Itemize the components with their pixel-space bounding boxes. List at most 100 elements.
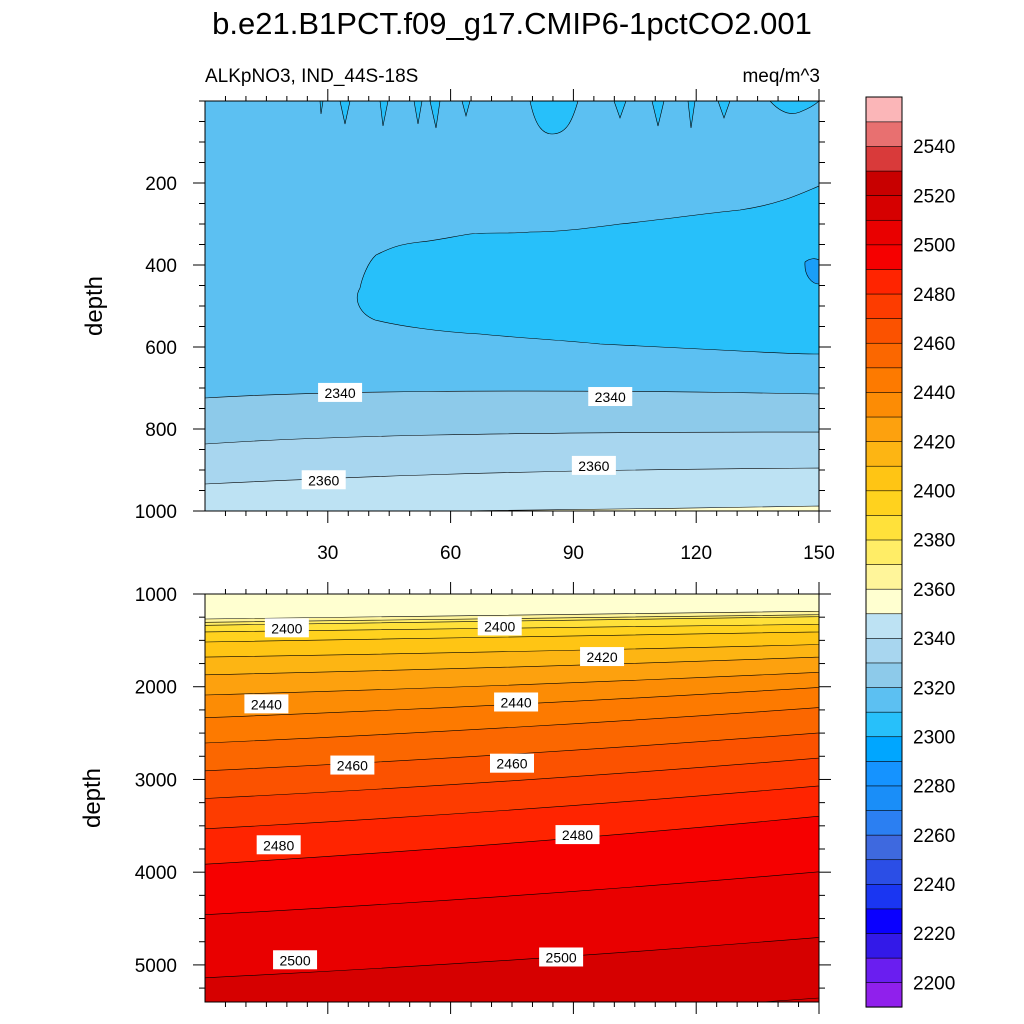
surface-patch: [461, 101, 471, 118]
contour-label: 2440: [501, 694, 532, 710]
colorbar-swatch: [865, 957, 903, 983]
contour-label-bg: [494, 692, 539, 712]
y-tick-label: 1000: [135, 585, 177, 606]
colorbar-tick-label: 2280: [913, 777, 955, 798]
contour-label: 2480: [562, 827, 593, 843]
colorbar-tick-label: 2420: [913, 432, 955, 453]
contour-label-bg: [244, 694, 289, 714]
contour-label-bg: [571, 455, 616, 475]
colorbar-tick-label: 2400: [913, 482, 955, 503]
contour-label-bg: [330, 755, 375, 775]
colorbar-tick-label: 2440: [913, 383, 955, 404]
colorbar-swatch: [865, 785, 903, 811]
colorbar-swatch: [865, 637, 903, 664]
lower-contour-labels: 2400 2400 2420 2440 2440 2460 2460 2480 2480 2500…: [244, 616, 625, 970]
fill-2320-2325-core: [356, 185, 819, 355]
colorbar-swatch: [865, 834, 903, 861]
upper-ylabel: depth: [81, 276, 108, 336]
colorbar-tick-label: 2260: [913, 826, 955, 847]
colorbar-swatch: [865, 145, 903, 172]
surface-patch: [717, 101, 731, 119]
contour-label-bg: [477, 616, 522, 636]
colorbar-tick-label: 2500: [913, 236, 955, 257]
colorbar-swatch: [865, 760, 903, 787]
surface-patch: [529, 101, 579, 135]
contour-label-bg: [318, 382, 363, 402]
contour-label: 2420: [586, 649, 617, 665]
colorbar-swatch: [865, 662, 903, 688]
colorbar-swatch: [865, 441, 903, 467]
contour-label: 2360: [578, 458, 609, 474]
colorbar-swatch: [865, 514, 903, 541]
contour-label: 2340: [325, 385, 356, 401]
colorbar-swatch: [865, 367, 903, 393]
surface-patch: [651, 101, 665, 127]
lower-ylabel: depth: [79, 768, 106, 828]
contour-label-bg: [490, 753, 534, 773]
colorbar-tick-label: 2360: [913, 580, 955, 601]
contour-label-bg: [256, 835, 301, 855]
surface-patch: [613, 101, 627, 119]
contour-label: 2460: [337, 758, 368, 774]
fill-2340-2345: [205, 467, 819, 511]
contour-label-bg: [555, 825, 600, 845]
surface-patch: [687, 101, 696, 129]
subtitle-right: meq/m^3: [742, 66, 820, 87]
colorbar-swatch: [865, 318, 903, 344]
colorbar-swatch: [865, 195, 903, 221]
y-tick-label: 400: [145, 256, 177, 277]
y-tick-label: 200: [145, 174, 177, 195]
upper-contour-labels: 2340 2340 2360 2360: [301, 382, 633, 490]
surface-patch: [379, 101, 389, 127]
colorbar-tick-label: 2200: [913, 973, 955, 994]
colorbar-tick-label: 2540: [913, 137, 955, 158]
lower-panel: [205, 594, 819, 1002]
colorbar-frame: [865, 96, 903, 1008]
colorbar-swatch: [865, 859, 903, 885]
lower-axes: 1000 2000 3000 4000 5000: [135, 582, 831, 1014]
colorbar-swatch: [865, 490, 903, 516]
x-tick-label: 30: [317, 543, 338, 564]
upper-panel: [205, 101, 819, 511]
contour-label: 2460: [496, 756, 527, 772]
colorbar-swatch: [865, 416, 903, 442]
colorbar-swatch: [865, 736, 903, 762]
y-tick-label: 1000: [135, 502, 177, 523]
upper-axes: 200 400 600 800 1000 30 60 90 120 150: [135, 89, 835, 564]
colorbar-tick-label: 2300: [913, 728, 955, 749]
x-tick-label: 120: [680, 543, 712, 564]
colorbar-tick-label: 2320: [913, 678, 955, 699]
y-tick-label: 2000: [135, 678, 177, 699]
x-tick-label: 150: [803, 543, 835, 564]
y-tick-label: 600: [145, 338, 177, 359]
contour-label-bg: [301, 470, 346, 490]
contour-label: 2400: [484, 618, 515, 634]
colorbar-swatch: [865, 809, 903, 836]
y-tick-label: 5000: [135, 956, 177, 977]
colorbar-swatch: [865, 588, 903, 615]
contour-label-bg: [580, 647, 625, 667]
colorbar-tick-label: 2380: [913, 531, 955, 552]
chart-title: b.e21.B1PCT.f09_g17.CMIP6-1pctCO2.001: [212, 6, 812, 41]
contour-label: 2440: [251, 696, 282, 712]
contour-label-bg: [539, 947, 584, 967]
contour-label: 2500: [546, 949, 577, 965]
colorbar-tick-label: 2340: [913, 629, 955, 650]
colorbar-swatch: [865, 711, 903, 738]
surface-patch: [429, 101, 441, 129]
contour-label: 2480: [263, 837, 294, 853]
colorbar-tick-label: 2520: [913, 186, 955, 207]
fill-2345-2350: [449, 505, 819, 511]
fill-core-inner: [804, 258, 819, 285]
subtitle-left: ALKpNO3, IND_44S-18S: [205, 66, 418, 87]
surface-patch: [319, 101, 324, 115]
x-tick-label: 90: [563, 543, 584, 564]
colorbar-swatch: [865, 908, 903, 934]
colorbar: 2200 2220 2240 2260 2280 2300 2320 2340 2360 2380…: [865, 96, 955, 1008]
y-tick-label: 800: [145, 420, 177, 441]
contour-label: 2360: [308, 472, 339, 488]
colorbar-tick-label: 2240: [913, 875, 955, 896]
colorbar-swatch: [865, 170, 903, 196]
contour-label-bg: [264, 618, 309, 638]
